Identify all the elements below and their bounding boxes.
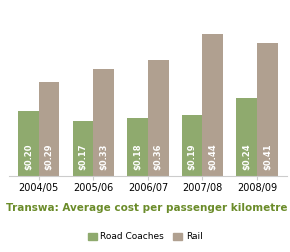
- Text: $0.17: $0.17: [78, 143, 88, 170]
- Text: $0.19: $0.19: [188, 143, 197, 170]
- Text: $0.24: $0.24: [242, 143, 251, 170]
- Bar: [72, 121, 93, 176]
- Text: $0.18: $0.18: [133, 143, 142, 170]
- Text: Transwa: Average cost per passenger kilometre: Transwa: Average cost per passenger kilo…: [6, 203, 287, 213]
- Bar: [236, 99, 257, 176]
- Bar: [182, 115, 202, 176]
- Bar: [148, 59, 169, 176]
- Text: $0.44: $0.44: [208, 143, 218, 170]
- Bar: [39, 82, 59, 176]
- Text: $0.29: $0.29: [45, 143, 54, 170]
- Text: $0.41: $0.41: [263, 143, 272, 170]
- Bar: [202, 34, 223, 176]
- Text: $0.33: $0.33: [99, 144, 108, 170]
- Legend: Road Coaches, Rail: Road Coaches, Rail: [84, 229, 206, 245]
- Text: $0.20: $0.20: [24, 143, 33, 170]
- Bar: [18, 111, 39, 176]
- Text: $0.36: $0.36: [154, 143, 163, 170]
- Bar: [127, 118, 148, 176]
- Bar: [257, 43, 278, 176]
- Bar: [93, 69, 114, 176]
